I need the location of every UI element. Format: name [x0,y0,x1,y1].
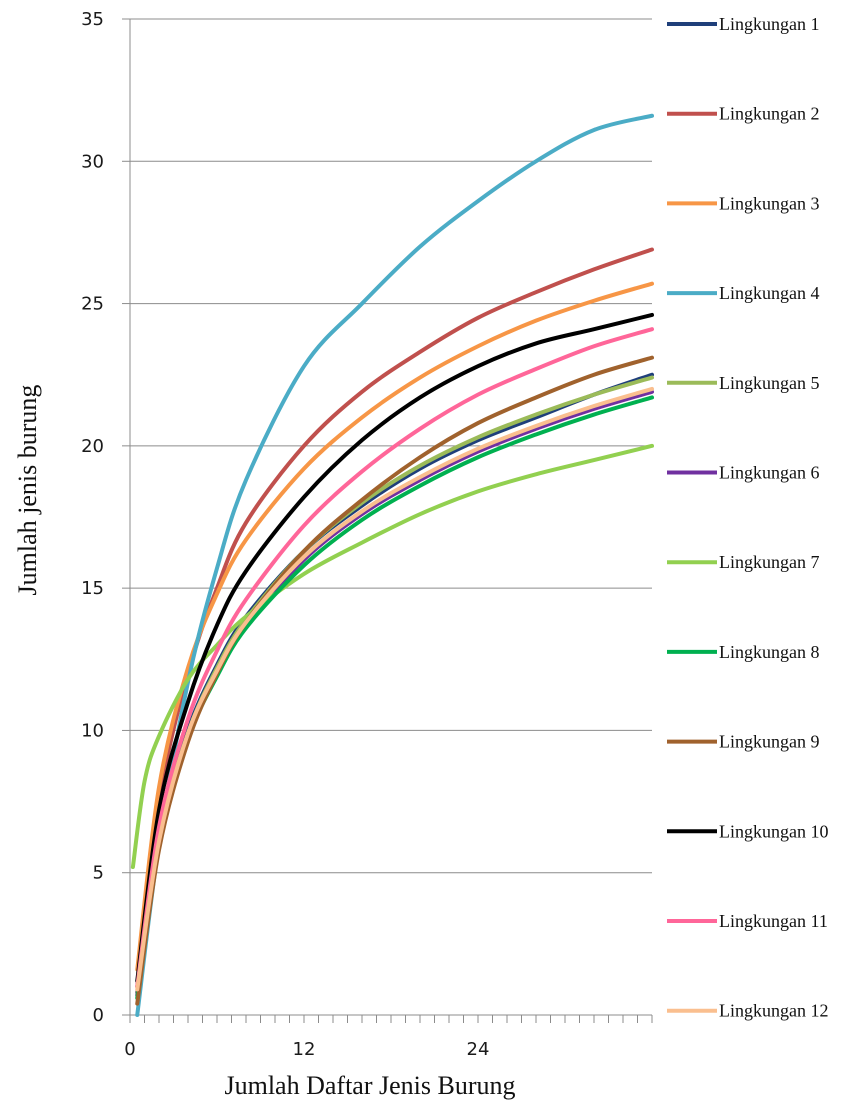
series-line-2 [135,247,654,989]
series-line-9 [135,355,654,1006]
gridlines [130,18,652,874]
x-axis-title: Jumlah Daftar Jenis Burung [224,1071,515,1100]
y-tick-label-35: 35 [81,9,104,30]
y-tick-label-30: 30 [81,151,104,172]
y-tick-label-5: 5 [93,863,104,884]
legend-label-4: Lingkungan 4 [719,283,820,303]
legend-label-6: Lingkungan 6 [719,463,820,483]
x-tick-label-12: 12 [293,1039,316,1060]
series-line-10 [135,312,654,983]
legend-label-3: Lingkungan 3 [719,193,820,213]
y-tick-label-0: 0 [93,1005,104,1026]
series-line-8 [135,395,654,1000]
legend-label-1: Lingkungan 1 [719,14,820,34]
series-lines [130,113,654,1017]
y-tick-label-20: 20 [81,436,104,457]
y-tick-label-25: 25 [81,294,104,315]
y-tick-label-10: 10 [81,720,104,741]
series-line-4 [135,113,654,1017]
legend-label-9: Lingkungan 9 [719,732,820,752]
legend: Lingkungan 1 Lingkungan 2 Lingkungan 3 Ling… [667,14,829,1021]
legend-label-10: Lingkungan 10 [719,821,829,841]
x-tick-label-24: 24 [467,1039,490,1060]
series-line-7 [130,443,654,870]
legend-label-2: Lingkungan 2 [719,104,820,124]
legend-label-12: Lingkungan 12 [719,1001,829,1021]
legend-label-7: Lingkungan 7 [719,552,820,572]
axes [122,18,653,1023]
series-line-3 [135,281,654,972]
y-tick-label-15: 15 [81,578,104,599]
series-line-12 [135,386,654,992]
tick-labels: 0 5 10 15 20 25 30 35 0 12 24 [81,9,489,1060]
legend-label-11: Lingkungan 11 [719,911,828,931]
legend-label-8: Lingkungan 8 [719,642,820,662]
series-line-11 [135,327,654,989]
legend-label-5: Lingkungan 5 [719,373,820,393]
y-axis-title: Jumlah jenis burung [13,385,42,596]
x-tick-label-0: 0 [124,1039,135,1060]
